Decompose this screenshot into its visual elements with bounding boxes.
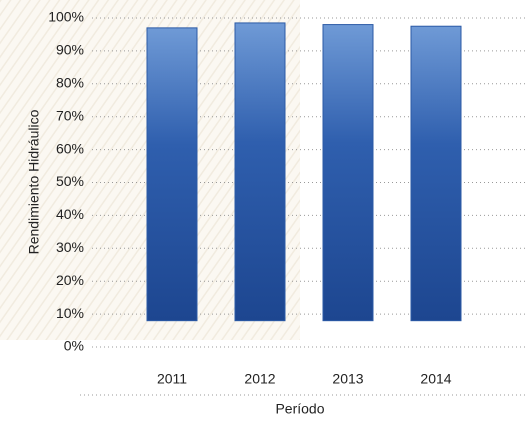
x-tick-label: 2013: [332, 371, 363, 387]
bar: [410, 25, 462, 322]
y-tick-label: 70%: [56, 107, 84, 123]
x-tick-label: 2011: [157, 371, 187, 387]
y-tick-label: 50%: [56, 173, 84, 189]
y-tick-label: 10%: [56, 305, 84, 321]
y-tick-label: 20%: [56, 272, 84, 288]
bar: [322, 24, 374, 322]
bar: [234, 22, 286, 322]
y-axis-title: Rendimiento Hidráulico: [26, 109, 42, 254]
y-tick-label: 30%: [56, 239, 84, 255]
x-tick-label: 2014: [420, 371, 451, 387]
y-tick-label: 80%: [56, 75, 84, 91]
bar: [146, 27, 198, 322]
y-tick-label: 90%: [56, 42, 84, 58]
x-tick-label: 2012: [244, 371, 275, 387]
y-tick-label: 40%: [56, 206, 84, 222]
y-tick-label: 100%: [48, 9, 84, 25]
x-axis-title: Período: [275, 401, 324, 417]
y-tick-label: 0%: [64, 338, 84, 354]
y-tick-label: 60%: [56, 140, 84, 156]
